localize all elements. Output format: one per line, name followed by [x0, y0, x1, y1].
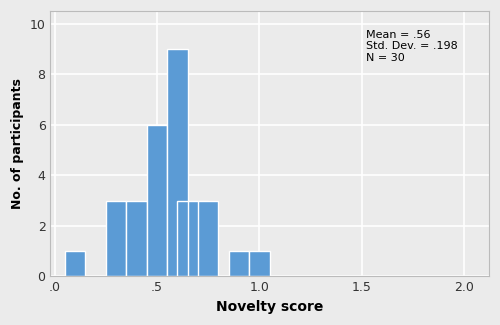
X-axis label: Novelty score: Novelty score	[216, 300, 324, 314]
Bar	[198, 201, 218, 277]
Bar	[249, 251, 270, 277]
Bar	[228, 251, 249, 277]
Bar	[146, 125, 167, 277]
Text: Mean = .56
Std. Dev. = .198
N = 30: Mean = .56 Std. Dev. = .198 N = 30	[366, 30, 458, 63]
Bar	[106, 201, 126, 277]
Bar	[64, 251, 85, 277]
Bar	[188, 201, 208, 277]
Bar	[167, 49, 188, 277]
Bar	[178, 201, 198, 277]
Y-axis label: No. of participants: No. of participants	[11, 78, 24, 209]
Bar	[126, 201, 146, 277]
